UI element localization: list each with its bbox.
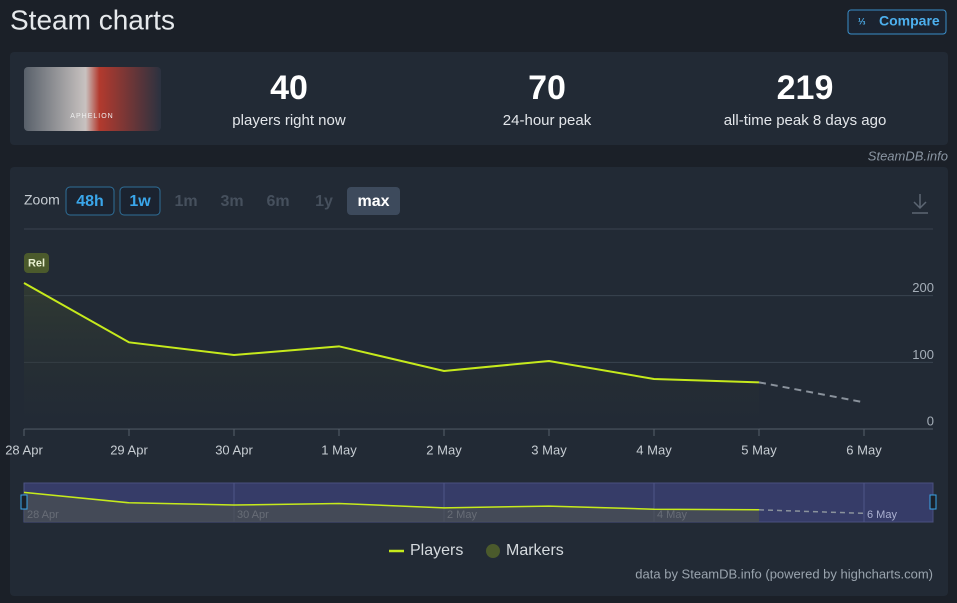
stat-value: 219: [777, 69, 834, 107]
compare-icon: ⅓: [858, 16, 866, 26]
y-tick-label: 200: [912, 280, 934, 295]
marker-label: Rel: [28, 257, 45, 269]
zoom-button[interactable]: [347, 187, 400, 215]
x-tick-label: 5 May: [741, 442, 777, 457]
x-tick-label: 2 May: [426, 442, 462, 457]
credits: data by SteamDB.info (powered by highcha…: [635, 566, 933, 581]
zoom-option: 1y: [315, 193, 333, 210]
x-tick-label: 30 Apr: [215, 442, 253, 457]
source-link[interactable]: SteamDB.info: [868, 148, 948, 163]
navigator-label: 6 May: [867, 509, 897, 521]
players-line: [23, 282, 760, 384]
stat-label: players right now: [232, 112, 346, 129]
x-tick-label: 28 Apr: [5, 442, 43, 457]
projection-line: [758, 381, 865, 404]
x-tick-label: 4 May: [636, 442, 672, 457]
legend-label[interactable]: Players: [410, 542, 463, 559]
legend-swatch: [486, 544, 500, 558]
x-tick-label: 1 May: [321, 442, 357, 457]
zoom-button[interactable]: [65, 186, 115, 216]
zoom-option[interactable]: 48h: [76, 193, 104, 210]
zoom-option[interactable]: max: [357, 193, 389, 210]
x-tick-label: 29 Apr: [110, 442, 148, 457]
navigator-area: [24, 492, 759, 522]
stat-label: all-time peak 8 days ago: [724, 112, 887, 129]
legend-label[interactable]: Markers: [506, 542, 564, 559]
zoom-option: 6m: [266, 193, 289, 210]
navigator-handle[interactable]: [20, 494, 28, 510]
stat-value: 40: [270, 69, 308, 107]
y-tick-label: 100: [912, 347, 934, 362]
stat-value: 70: [528, 69, 566, 107]
y-tick-label: 0: [927, 413, 934, 428]
x-tick-label: 3 May: [531, 442, 567, 457]
game-image: [24, 67, 161, 131]
navigator-handle[interactable]: [929, 494, 937, 510]
page-title: Steam charts: [10, 4, 175, 35]
compare-label[interactable]: Compare: [879, 13, 940, 29]
zoom-button[interactable]: [119, 186, 161, 216]
zoom-option: 1m: [174, 193, 197, 210]
zoom-option: 3m: [220, 193, 243, 210]
game-caption: APHELION: [70, 113, 113, 120]
marker-flag[interactable]: [24, 253, 49, 273]
download-icon[interactable]: [912, 194, 928, 214]
zoom-option[interactable]: 1w: [129, 193, 151, 210]
stat-label: 24-hour peak: [503, 112, 592, 129]
compare-button[interactable]: [847, 9, 947, 35]
zoom-label: Zoom: [24, 192, 60, 208]
x-tick-label: 6 May: [846, 442, 882, 457]
navigator-line: [23, 491, 760, 511]
area-fill: [24, 283, 759, 429]
summary-panel: [10, 52, 948, 145]
